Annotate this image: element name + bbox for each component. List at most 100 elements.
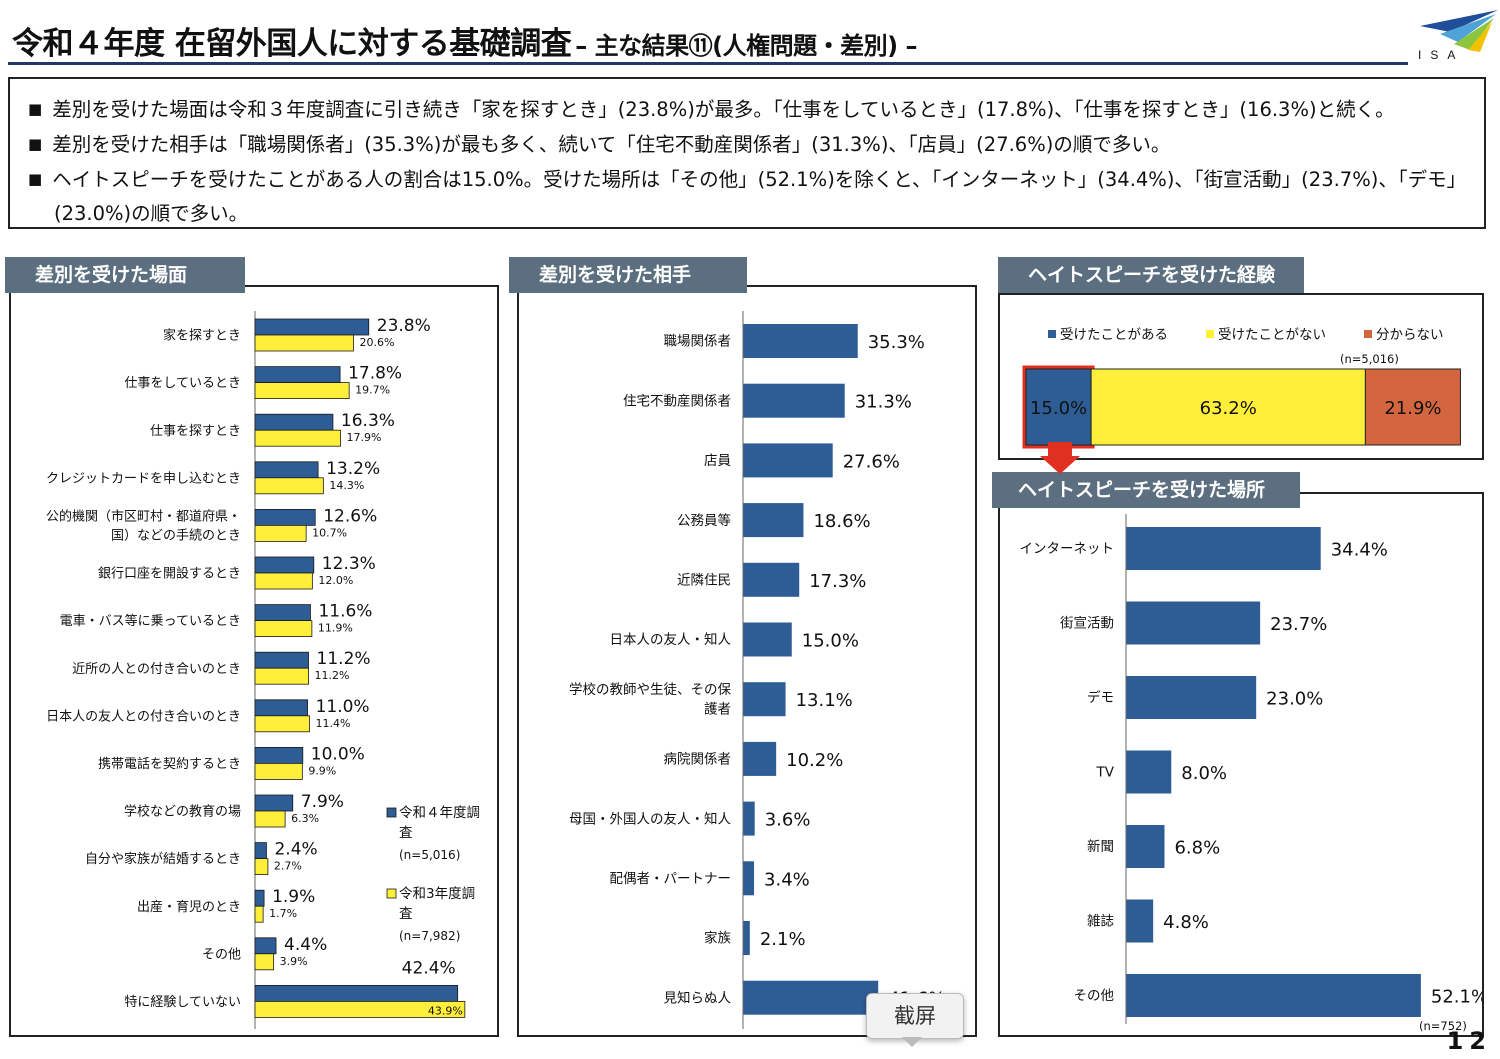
page-number: 12 bbox=[1446, 1027, 1492, 1055]
data-label-r3: 20.6% bbox=[359, 336, 394, 349]
summary-bullet-2-text: 差別を受けた相手は「職場関係者」(35.3%)が最も多く、続いて「住宅不動産関係… bbox=[52, 133, 1171, 156]
category-label: 銀行口座を開設するとき bbox=[98, 566, 241, 582]
sample-size-note: (n=5,016) bbox=[1340, 352, 1399, 366]
category-label: 学校などの教育の場 bbox=[124, 804, 241, 820]
data-label: 2.1% bbox=[760, 929, 806, 950]
bar bbox=[743, 861, 755, 896]
category-label: 街宣活動 bbox=[1060, 616, 1114, 632]
data-label: 13.1% bbox=[796, 690, 853, 711]
data-label: 35.3% bbox=[868, 332, 925, 353]
data-label-r3: 14.3% bbox=[329, 479, 364, 492]
data-label: 34.4% bbox=[1331, 540, 1388, 561]
bar-r3 bbox=[254, 858, 269, 875]
bar-r3 bbox=[254, 429, 341, 447]
hate-places-panel-title: ヘイトスピーチを受けた場所 bbox=[992, 472, 1300, 508]
bullet-square-icon: ■ bbox=[28, 100, 43, 118]
data-label-r4: 11.0% bbox=[316, 697, 370, 717]
page-title: 令和４年度 在留外国人に対する基礎調査 – 主な結果⑪(人権問題・差別) – bbox=[12, 18, 917, 63]
bar-r3 bbox=[254, 572, 313, 590]
bar-r3 bbox=[254, 905, 264, 923]
category-label: 電車・バス等に乗っているとき bbox=[60, 613, 241, 629]
category-label: デモ bbox=[1087, 689, 1114, 706]
partners-panel: 職場関係者 35.3% 住宅不動産関係者 31.3% 店員 27.6% 公務員等 18.6% 近… bbox=[517, 285, 977, 1037]
bar-r4 bbox=[254, 651, 309, 669]
legend-swatch bbox=[386, 807, 397, 818]
hate-experience-panel-title: ヘイトスピーチを受けた経験 bbox=[998, 257, 1304, 293]
data-label-r4: 23.8% bbox=[377, 316, 431, 336]
bar-r3 bbox=[254, 1001, 466, 1018]
bar-r3 bbox=[254, 667, 309, 685]
bar bbox=[1126, 750, 1172, 794]
category-label: その他 bbox=[202, 947, 241, 962]
data-label: 15.0% bbox=[802, 631, 859, 652]
bar-r3 bbox=[254, 524, 307, 542]
bar bbox=[743, 562, 800, 597]
summary-bullet-2: ■ 差別を受けた相手は「職場関係者」(35.3%)が最も多く、続いて「住宅不動産関… bbox=[28, 128, 1170, 157]
legend-note: (n=7,982) bbox=[399, 929, 460, 943]
summary-bullet-1: ■ 差別を受けた場面は令和３年度調査に引き続き「家を探すとき」(23.8%)が最多… bbox=[28, 93, 1395, 122]
category-label: クレジットカードを申し込むとき bbox=[46, 471, 241, 486]
bar bbox=[743, 682, 786, 717]
legend-label: 受けたことがある bbox=[1060, 327, 1168, 343]
scenes-panel-title: 差別を受けた場面 bbox=[5, 257, 245, 293]
summary-bullet-1-text: 差別を受けた場面は令和３年度調査に引き続き「家を探すとき」(23.8%)が最多。… bbox=[52, 98, 1395, 121]
screenshot-tooltip[interactable]: 截屏 bbox=[866, 993, 964, 1039]
category-label: 仕事を探すとき bbox=[150, 424, 241, 439]
hate-experience-panel: 受けたことがある 受けたことがない 分からない (n=5,016) 15.0% 63.2%… bbox=[998, 293, 1484, 460]
legend-label: 受けたことがない bbox=[1218, 327, 1326, 343]
bar-r4 bbox=[254, 985, 459, 1002]
data-label-r3: 12.0% bbox=[318, 574, 353, 587]
scenes-panel: 家を探すとき 23.8% 20.6% 仕事をしているとき 17.8% 19.7% 仕事を探す… bbox=[9, 285, 499, 1037]
title-rule bbox=[8, 62, 1408, 65]
data-label: 3.6% bbox=[765, 810, 811, 831]
bar bbox=[743, 921, 750, 955]
data-label-r3: 11.9% bbox=[318, 622, 353, 635]
bar bbox=[1126, 676, 1257, 719]
page-title-main: 令和４年度 在留外国人に対する基礎調査 bbox=[12, 26, 572, 62]
category-label: 見知らぬ人 bbox=[664, 989, 732, 1006]
bar-r3 bbox=[254, 477, 324, 495]
data-label: 31.3% bbox=[855, 392, 912, 413]
category-label: 携帯電話を契約するとき bbox=[98, 756, 241, 772]
page-subtitle: – 主な結果⑪(人権問題・差別) – bbox=[575, 32, 917, 60]
data-label-r3: 6.3% bbox=[291, 812, 319, 825]
data-label-r4: 7.9% bbox=[301, 792, 344, 812]
hate-places-chart: インターネット 34.4% 街宣活動 23.7% デモ 23.0% TV 8.0% 新聞 6.8%… bbox=[1020, 514, 1488, 1033]
category-label: 日本人の友人との付き合いのとき bbox=[46, 708, 241, 724]
bar bbox=[743, 443, 833, 478]
legend-note: (n=5,016) bbox=[399, 848, 460, 862]
category-label: 近隣住民 bbox=[677, 573, 731, 589]
bar-r3 bbox=[254, 810, 286, 828]
category-label: 出産・育児のとき bbox=[137, 899, 241, 915]
bar-r4 bbox=[254, 889, 265, 907]
bullet-square-icon: ■ bbox=[28, 170, 43, 188]
sample-size-note: (n=752) bbox=[1419, 1019, 1467, 1033]
category-label: 公的機関（市区町村・都道府県・国）などの手続のとき bbox=[46, 508, 241, 543]
data-label-r4: 16.3% bbox=[341, 411, 395, 431]
stacked-bar-segment bbox=[1090, 368, 1366, 446]
stacked-bar-segment bbox=[1025, 368, 1092, 446]
bar-r4 bbox=[254, 461, 319, 479]
partners-panel-title: 差別を受けた相手 bbox=[509, 257, 747, 293]
category-label: 公務員等 bbox=[677, 512, 731, 529]
legend-label-cont: 査 bbox=[399, 906, 413, 922]
data-label: 3.4% bbox=[764, 869, 810, 890]
category-label: 仕事をしているとき bbox=[124, 376, 241, 391]
category-label: 職場関係者 bbox=[664, 334, 732, 350]
bar-r4 bbox=[254, 556, 315, 574]
category-label: 自分や家族が結婚するとき bbox=[85, 851, 241, 867]
bar-r4 bbox=[254, 699, 308, 717]
bar-r3 bbox=[254, 953, 275, 971]
data-label-r4: 12.3% bbox=[322, 554, 376, 574]
bar bbox=[743, 324, 858, 358]
data-label: 27.6% bbox=[843, 451, 900, 472]
bar-r3 bbox=[254, 762, 303, 780]
data-label: 17.3% bbox=[809, 571, 866, 592]
data-label: 52.1% bbox=[1431, 987, 1482, 1008]
category-label: TV bbox=[1096, 765, 1115, 781]
bar-r4 bbox=[254, 746, 304, 764]
stacked-bar-segment bbox=[1364, 368, 1461, 446]
bar bbox=[743, 622, 792, 657]
data-label-r3: 3.9% bbox=[280, 955, 308, 968]
data-label: 18.6% bbox=[813, 511, 870, 532]
